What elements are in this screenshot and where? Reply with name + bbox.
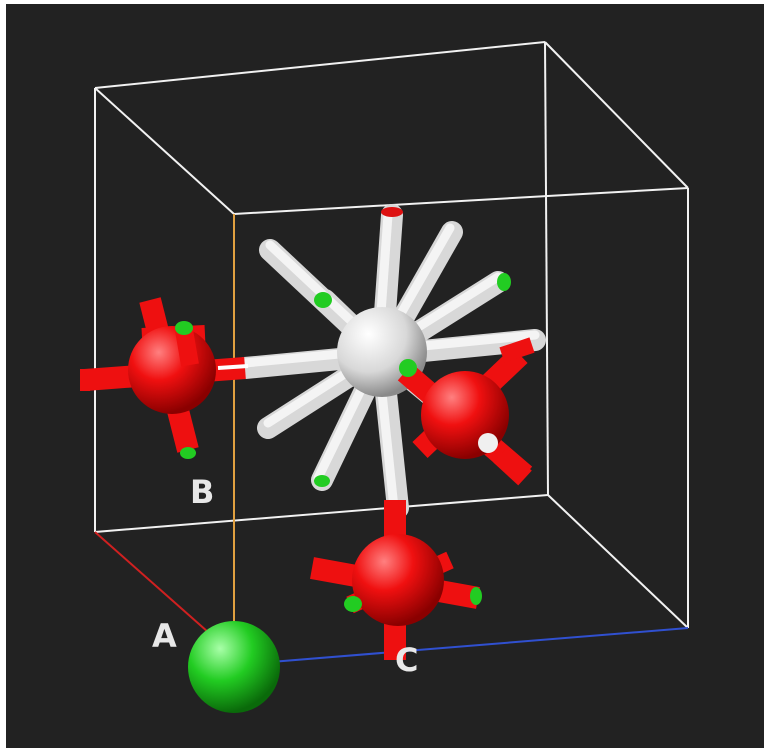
bond-tips: [314, 207, 511, 487]
oxygen-atom-c-group: [310, 500, 482, 660]
oxygen-atom-c[interactable]: [352, 534, 444, 626]
bond-tip: [314, 292, 332, 308]
oxygen-atom-b[interactable]: [128, 326, 216, 414]
bond-tip: [314, 475, 330, 487]
unit-cell-frame: [94, 41, 689, 629]
axis-label-c: C: [395, 641, 418, 679]
corner-atom[interactable]: [188, 621, 280, 713]
oxygen-atom-b-group: [80, 297, 249, 459]
axis-label-b: B: [190, 473, 214, 511]
axis-c-line: [233, 627, 689, 666]
oxygen-atom-right-group: [397, 337, 535, 486]
axis-label-a: A: [152, 617, 177, 655]
bond-tip: [381, 207, 403, 217]
bond-tip: [497, 273, 511, 291]
